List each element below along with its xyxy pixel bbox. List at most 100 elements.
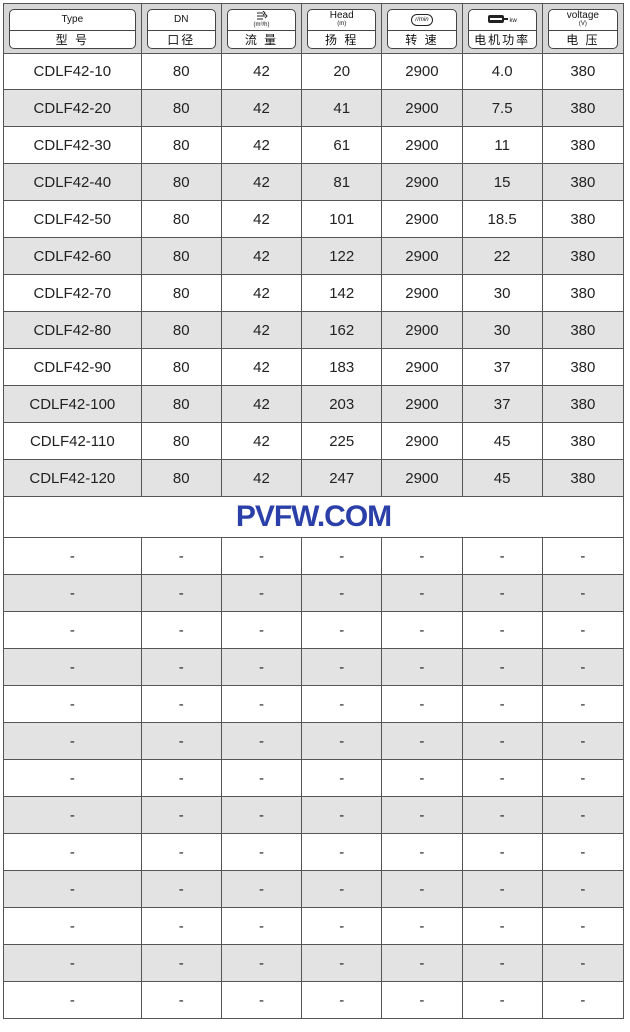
table-cell: - xyxy=(4,834,142,870)
table-cell: 80 xyxy=(142,201,222,237)
table-cell: - xyxy=(580,843,586,861)
table-cell: 122 xyxy=(302,238,383,274)
table-cell: 380 xyxy=(570,284,596,302)
table-cell: - xyxy=(463,797,543,833)
table-cell: CDLF42-90 xyxy=(4,349,142,385)
table-cell: - xyxy=(142,797,222,833)
table-cell: 380 xyxy=(570,136,596,154)
table-cell: - xyxy=(222,686,303,722)
table-cell: CDLF42-80 xyxy=(4,312,142,348)
table-cell: - xyxy=(382,871,463,907)
table-cell: - xyxy=(142,612,222,648)
table-row: ------- xyxy=(4,760,623,797)
table-cell: - xyxy=(222,575,303,611)
table-cell: - xyxy=(302,908,383,944)
table-cell: CDLF42-60 xyxy=(4,238,142,274)
table-cell: 42 xyxy=(222,238,303,274)
table-cell: - xyxy=(142,760,222,796)
table-cell: 7.5 xyxy=(463,90,543,126)
table-cell: 2900 xyxy=(382,460,463,496)
table-cell: CDLF42-20 xyxy=(4,90,142,126)
table-cell: - xyxy=(382,538,463,574)
table-cell: - xyxy=(302,871,383,907)
table-cell: - xyxy=(463,538,543,574)
table-cell: - xyxy=(580,584,586,602)
header-box: DN 口径 xyxy=(146,8,216,49)
table-cell: - xyxy=(382,649,463,685)
table-cell: - xyxy=(222,871,303,907)
table-cell: 11 xyxy=(463,127,543,163)
table-cell: - xyxy=(580,658,586,676)
table-cell: - xyxy=(463,834,543,870)
table-cell: 101 xyxy=(302,201,383,237)
table-cell: 2900 xyxy=(382,349,463,385)
table-row: ------- xyxy=(4,945,623,982)
table-cell: 162 xyxy=(302,312,383,348)
table-cell: CDLF42-70 xyxy=(4,275,142,311)
header-box: kw 电机功率 xyxy=(467,8,537,49)
table-cell: 80 xyxy=(142,127,222,163)
unit-label: (m³/h) xyxy=(253,21,270,28)
table-cell: - xyxy=(222,760,303,796)
table-row: CDLF42-120 80 42 247 2900 45 380 xyxy=(4,460,623,497)
table-cell: - xyxy=(142,834,222,870)
table-cell: - xyxy=(382,908,463,944)
table-cell: - xyxy=(382,723,463,759)
table-cell: 80 xyxy=(142,386,222,422)
table-cell: - xyxy=(463,982,543,1018)
table-row: CDLF42-100 80 42 203 2900 37 380 xyxy=(4,386,623,423)
table-cell: 2900 xyxy=(382,164,463,200)
table-cell: - xyxy=(302,723,383,759)
table-row: ------- xyxy=(4,686,623,723)
table-cell: - xyxy=(302,575,383,611)
header-box: r/min 转 速 xyxy=(387,8,457,49)
table-cell: - xyxy=(302,834,383,870)
table-cell: - xyxy=(142,982,222,1018)
table-cell: 80 xyxy=(142,312,222,348)
table-cell: - xyxy=(4,982,142,1018)
table-cell: 2900 xyxy=(382,275,463,311)
table-row: ------- xyxy=(4,723,623,760)
table-cell: - xyxy=(142,686,222,722)
table-cell: - xyxy=(142,649,222,685)
table-cell: 80 xyxy=(142,164,222,200)
table-cell: 380 xyxy=(570,432,596,450)
table-cell: 18.5 xyxy=(463,201,543,237)
flow-icon xyxy=(254,10,269,22)
table-row: ------- xyxy=(4,538,623,575)
table-cell: - xyxy=(580,695,586,713)
rpm-icon: r/min xyxy=(411,13,433,26)
table-cell: 42 xyxy=(222,460,303,496)
table-row: ------- xyxy=(4,575,623,612)
table-cell: - xyxy=(463,575,543,611)
table-row: CDLF42-40 80 42 81 2900 15 380 xyxy=(4,164,623,201)
table-cell: 42 xyxy=(222,275,303,311)
header-cell: Head (m) 扬 程 xyxy=(302,4,383,53)
table-cell: CDLF42-50 xyxy=(4,201,142,237)
table-cell: - xyxy=(382,686,463,722)
table-cell: 2900 xyxy=(382,238,463,274)
table-cell: - xyxy=(4,945,142,981)
table-row: ------- xyxy=(4,834,623,871)
table-cell: 42 xyxy=(222,90,303,126)
table-cell: 380 xyxy=(570,469,596,487)
table-cell: 42 xyxy=(222,312,303,348)
header-bottom-label: 电机功率 xyxy=(474,32,531,47)
table-cell: - xyxy=(463,908,543,944)
table-cell: 2900 xyxy=(382,53,463,89)
header-cell: (m³/h) 流 量 xyxy=(222,4,303,53)
table-cell: - xyxy=(222,982,303,1018)
table-cell: 15 xyxy=(463,164,543,200)
table-cell: - xyxy=(302,649,383,685)
table-cell: 380 xyxy=(570,395,596,413)
table-cell: - xyxy=(382,982,463,1018)
table-cell: 42 xyxy=(222,423,303,459)
header-box: Type 型 号 xyxy=(9,8,136,49)
table-cell: - xyxy=(302,945,383,981)
table-cell: 30 xyxy=(463,312,543,348)
table-cell: - xyxy=(463,760,543,796)
table-cell: - xyxy=(222,945,303,981)
table-cell: - xyxy=(142,723,222,759)
table-cell: - xyxy=(302,538,383,574)
